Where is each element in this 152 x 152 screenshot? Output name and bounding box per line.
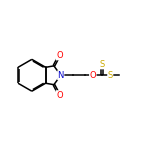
Text: O: O (56, 51, 63, 60)
Text: N: N (58, 71, 64, 80)
Text: S: S (108, 71, 113, 80)
Text: O: O (90, 71, 96, 80)
Text: S: S (99, 60, 104, 69)
Text: O: O (56, 91, 63, 100)
